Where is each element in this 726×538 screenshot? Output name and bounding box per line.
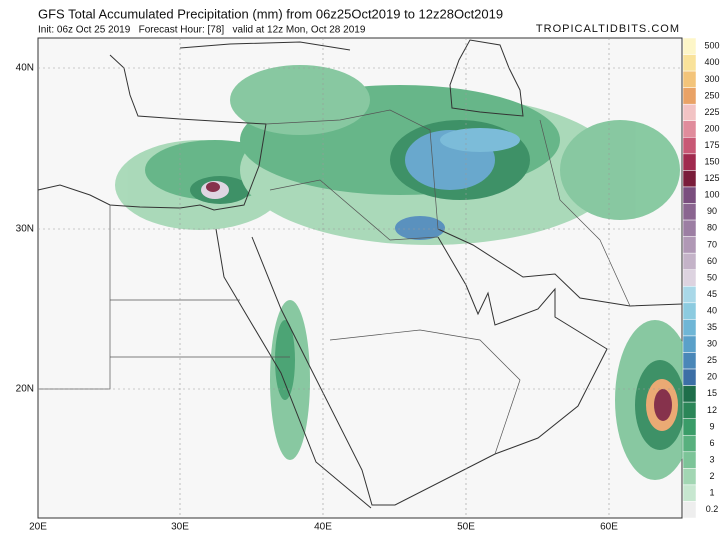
legend-label: 90 [707, 206, 717, 216]
legend-swatch [682, 368, 697, 386]
legend-swatch [682, 501, 697, 519]
legend-label: 3 [709, 454, 714, 464]
legend-label: 40 [707, 305, 717, 315]
subtitle: Init: 06z Oct 25 2019 Forecast Hour: [78… [38, 25, 366, 36]
legend-swatch [682, 451, 697, 469]
legend-swatch [682, 186, 697, 204]
legend-swatch [682, 70, 697, 88]
lon-label: 20E [29, 522, 47, 533]
color-legend: 5004003002502252001751501251009080706050… [682, 37, 720, 519]
legend-label: 15 [707, 388, 717, 398]
precip [115, 65, 695, 480]
legend-swatch [682, 434, 697, 453]
legend-label: 2 [709, 471, 714, 481]
legend-swatch [682, 137, 697, 155]
legend-swatch [682, 302, 697, 320]
legend-label: 150 [704, 157, 719, 167]
legend-swatch [682, 401, 697, 419]
legend-label: 70 [707, 239, 717, 249]
legend-label: 1 [709, 488, 714, 498]
legend-label: 400 [704, 57, 719, 67]
lon-label: 30E [171, 522, 189, 533]
legend-label: 25 [707, 355, 717, 365]
legend-label: 0.2 [706, 504, 719, 514]
lon-label: 40E [314, 522, 332, 533]
legend-label: 6 [709, 438, 714, 448]
legend-label: 50 [707, 272, 717, 282]
legend-label: 30 [707, 339, 717, 349]
legend-swatch [682, 236, 697, 254]
legend-label: 225 [704, 107, 719, 117]
legend-label: 500 [704, 41, 719, 51]
legend-swatch [682, 203, 697, 221]
legend-label: 35 [707, 322, 717, 332]
legend-swatch [682, 335, 697, 353]
legend-label: 175 [704, 140, 719, 150]
lat-label: 40N [16, 63, 34, 74]
legend-swatch [682, 219, 697, 237]
coastlines [37, 39, 683, 509]
legend-swatch [682, 385, 697, 403]
legend-label: 80 [707, 223, 717, 233]
lon-label: 50E [457, 522, 475, 533]
borders [38, 109, 631, 455]
graticule [38, 38, 682, 518]
legend-swatch [682, 252, 697, 270]
lat-label: 20N [16, 384, 34, 395]
legend-label: 200 [704, 123, 719, 133]
legend-label: 20 [707, 372, 717, 382]
legend-swatch [682, 468, 697, 486]
legend-label: 60 [707, 256, 717, 266]
legend-swatch [682, 37, 697, 55]
lat-label: 30N [16, 224, 34, 235]
legend-label: 300 [704, 74, 719, 84]
map [37, 37, 695, 519]
legend-swatch [682, 120, 697, 138]
legend-swatch [682, 103, 697, 122]
legend-swatch [682, 269, 697, 287]
legend-swatch [682, 418, 697, 436]
legend-swatch [682, 153, 697, 171]
lon-label: 60E [600, 522, 618, 533]
legend-label: 12 [707, 405, 717, 415]
legend-label: 9 [709, 421, 714, 431]
title: GFS Total Accumulated Precipitation (mm)… [38, 6, 503, 21]
legend-swatch [682, 54, 697, 72]
legend-label: 250 [704, 90, 719, 100]
legend-swatch [682, 319, 697, 337]
legend-swatch [682, 484, 697, 502]
source: TROPICALTIDBITS.COM [536, 23, 680, 35]
legend-label: 125 [704, 173, 719, 183]
legend-swatch [682, 87, 697, 105]
legend-label: 45 [707, 289, 717, 299]
legend-label: 100 [704, 190, 719, 200]
legend-swatch [682, 352, 697, 370]
legend-swatch [682, 170, 697, 188]
legend-swatch [682, 286, 697, 304]
